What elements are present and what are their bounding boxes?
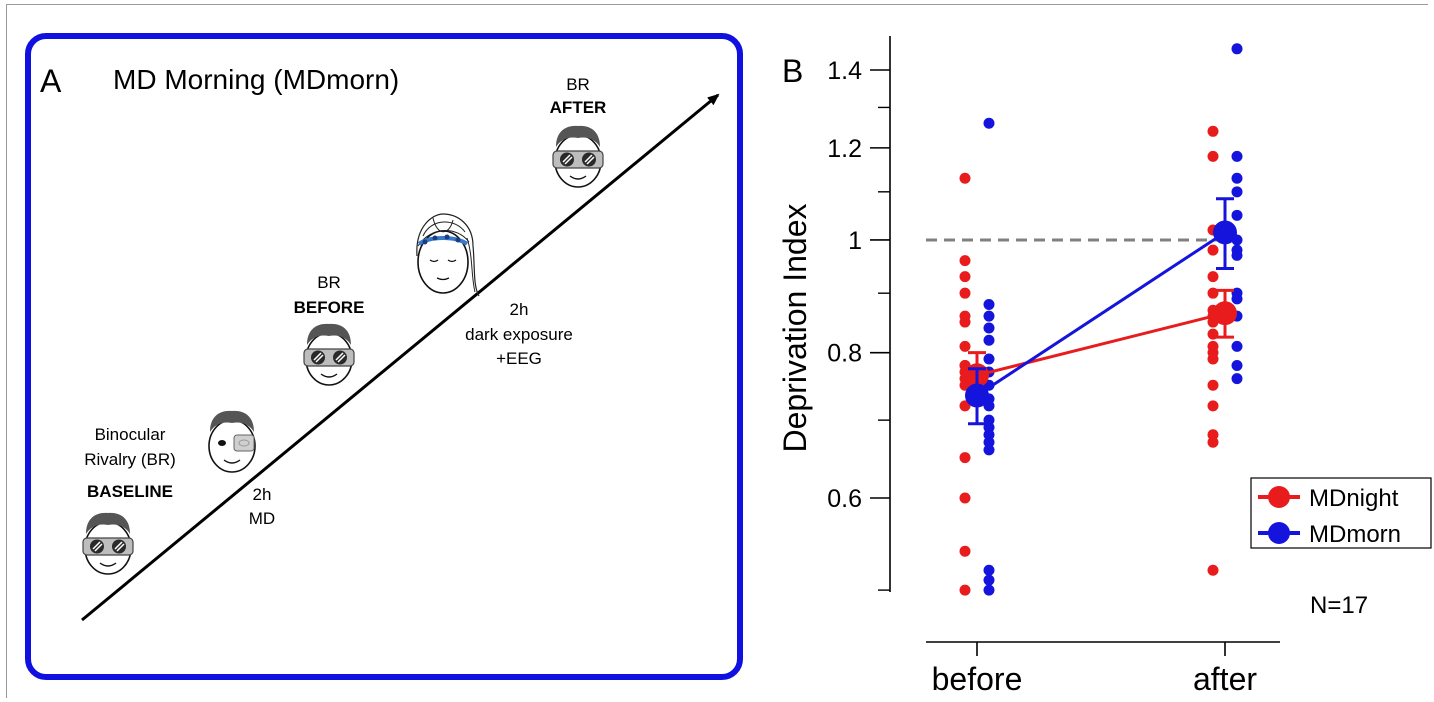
data-point-MDnight [959, 316, 971, 328]
y-axis-label: Deprivation Index [777, 203, 813, 452]
data-point-MDnight [1207, 328, 1219, 340]
dark-label-2: dark exposure [465, 325, 573, 344]
y-tick-label: 1.2 [827, 135, 862, 163]
x-tick-label: before [932, 661, 1023, 697]
panel-a-border [25, 33, 743, 680]
data-point-MDnight [959, 287, 971, 299]
before-label-1: BR [317, 273, 341, 292]
dark-label-3: +EEG [496, 349, 542, 368]
data-point-MDmorn [1231, 186, 1243, 198]
data-point-MDnight [959, 452, 971, 464]
y-tick-label: 0.6 [827, 485, 862, 513]
series-line-MDmorn [976, 231, 1226, 397]
panel-b-letter: B [782, 53, 803, 89]
mean-marker-MDmorn [965, 383, 989, 408]
n-annotation: N=17 [1310, 592, 1368, 619]
data-point-MDnight [1207, 400, 1219, 412]
data-point-MDmorn [983, 334, 995, 346]
data-point-MDnight [1207, 150, 1219, 162]
data-point-MDnight [1207, 436, 1219, 448]
after-label-2: AFTER [550, 98, 607, 117]
panel-a-letter: A [40, 63, 62, 99]
before-label-2: BEFORE [294, 298, 365, 317]
baseline-label-2: Rivalry (BR) [84, 450, 176, 469]
data-point-MDmorn [983, 444, 995, 456]
data-point-MDmorn [983, 117, 995, 129]
data-point-MDmorn [983, 299, 995, 311]
data-point-MDmorn [983, 584, 995, 596]
data-point-MDnight [959, 271, 971, 283]
dark-label-1: 2h [510, 300, 529, 319]
data-point-MDnight [959, 255, 971, 267]
y-tick-label: 1.4 [827, 57, 862, 85]
data-point-MDmorn [983, 436, 995, 448]
data-point-MDmorn [983, 564, 995, 576]
panel-a-title: MD Morning (MDmorn) [113, 64, 399, 95]
mean-marker-MDmorn [1213, 220, 1237, 245]
baseline-label-3: BASELINE [87, 482, 173, 501]
data-point-MDnight [1207, 271, 1219, 283]
data-point-MDmorn [1231, 209, 1243, 221]
data-point-MDnight [959, 545, 971, 557]
data-point-MDmorn [983, 353, 995, 365]
y-tick-label: 0.8 [827, 340, 862, 368]
data-point-MDnight [1207, 125, 1219, 137]
data-point-MDmorn [1231, 359, 1243, 371]
legend-label-MDmorn: MDmorn [1309, 521, 1401, 548]
md-label-2: MD [249, 509, 275, 528]
data-point-MDnight [1207, 353, 1219, 365]
baseline-label-1: Binocular [95, 425, 166, 444]
data-point-MDmorn [1231, 249, 1243, 261]
data-point-MDmorn [1231, 340, 1243, 352]
data-point-MDmorn [1231, 43, 1243, 55]
data-point-MDmorn [1231, 373, 1243, 385]
data-point-MDmorn [1231, 150, 1243, 162]
mean-marker-MDnight [1213, 301, 1237, 326]
data-point-MDmorn [1231, 172, 1243, 184]
md-label-1: 2h [253, 485, 272, 504]
legend-marker-MDnight [1268, 486, 1290, 508]
data-point-MDmorn [1231, 293, 1243, 305]
data-point-MDnight [1207, 379, 1219, 391]
data-point-MDnight [959, 340, 971, 352]
data-point-MDnight [1207, 287, 1219, 299]
y-tick-label: 1 [848, 227, 862, 255]
data-point-MDnight [1207, 564, 1219, 576]
legend-marker-MDmorn [1268, 522, 1290, 544]
x-tick-label: after [1193, 661, 1257, 697]
data-point-MDnight [1207, 244, 1219, 256]
data-point-MDmorn [983, 400, 995, 412]
legend-label-MDnight: MDnight [1309, 485, 1399, 512]
data-point-MDmorn [983, 322, 995, 334]
data-point-MDmorn [983, 310, 995, 322]
after-label-1: BR [566, 75, 590, 94]
timeline-arrow [81, 93, 720, 622]
panel-a: A MD Morning (MDmorn) Binocular Rivalry … [25, 33, 743, 680]
data-point-MDnight [959, 492, 971, 504]
data-point-MDnight [959, 400, 971, 412]
data-point-MDnight [959, 584, 971, 596]
data-point-MDnight [959, 172, 971, 184]
series-line-MDnight [976, 311, 1226, 377]
eeg-cap-face-icon [416, 213, 480, 297]
figure-frame [6, 4, 1428, 698]
data-point-MDmorn [983, 574, 995, 586]
